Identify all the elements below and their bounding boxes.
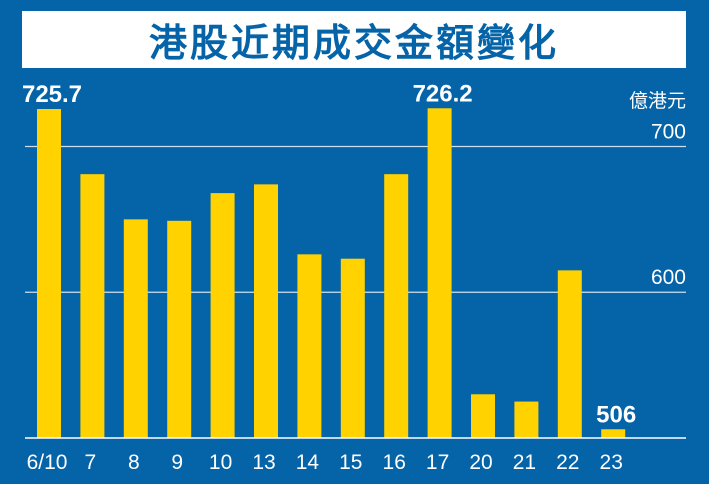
bar-23 <box>601 429 626 438</box>
bar-22 <box>557 270 582 438</box>
bar-13 <box>254 184 278 438</box>
bar-17 <box>427 108 452 439</box>
x-tick-label-10: 10 <box>209 451 232 474</box>
x-tick-labels: 6/10 7 8 9 10 13 14 15 16 17 20 21 22 23 <box>27 451 623 474</box>
x-tick-label-23: 23 <box>600 451 623 474</box>
title-box: 港股近期成交金額變化 <box>22 11 686 68</box>
bar-6/10 <box>37 109 61 438</box>
data-labels: 725.7 726.2 506 <box>22 80 636 428</box>
chart-title: 港股近期成交金額變化 <box>148 21 559 65</box>
bar-8 <box>123 219 148 438</box>
y-tick-labels: 600 700 <box>651 120 686 289</box>
bars <box>37 108 626 439</box>
x-tick-label-7: 7 <box>85 451 97 474</box>
y-tick-label-600: 600 <box>651 266 686 289</box>
bar-21 <box>514 401 539 438</box>
bar-20 <box>471 394 495 438</box>
x-tick-label-16: 16 <box>383 451 406 474</box>
x-tick-label-13: 13 <box>252 451 275 474</box>
x-tick-label-15: 15 <box>339 451 362 474</box>
data-label-23: 506 <box>596 401 636 428</box>
y-axis-unit-label: 億港元 <box>629 90 686 112</box>
data-label-6/10: 725.7 <box>22 81 82 108</box>
x-tick-label-21: 21 <box>513 451 536 474</box>
bar-7 <box>80 174 105 438</box>
bar-14 <box>297 254 322 438</box>
x-tick-label-17: 17 <box>426 451 449 474</box>
x-tick-label-9: 9 <box>171 451 183 474</box>
x-tick-label-22: 22 <box>556 451 579 474</box>
bar-15 <box>340 258 365 438</box>
bar-10 <box>210 193 235 438</box>
x-tick-label-8: 8 <box>128 451 140 474</box>
bar-9 <box>167 220 192 438</box>
data-label-17: 726.2 <box>413 80 473 107</box>
bar-16 <box>384 174 409 438</box>
x-tick-label-20: 20 <box>469 451 492 474</box>
x-tick-label-6/10: 6/10 <box>27 451 68 474</box>
y-tick-label-700: 700 <box>651 120 686 143</box>
x-tick-label-14: 14 <box>296 451 320 474</box>
